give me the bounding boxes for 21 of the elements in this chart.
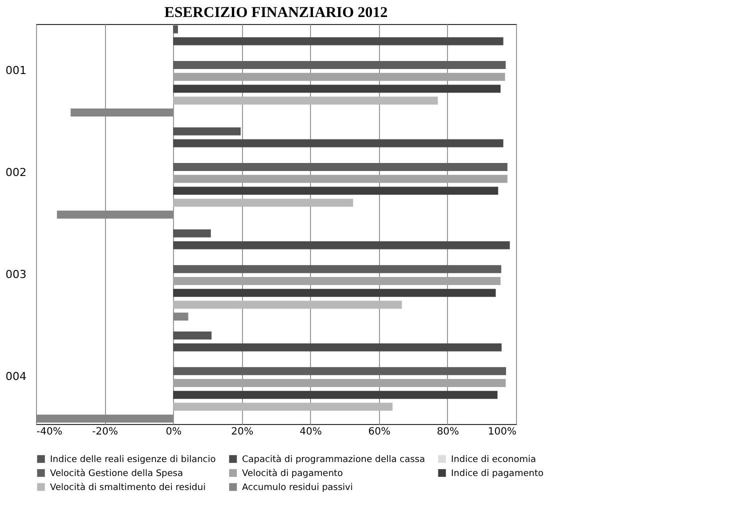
legend-label: Velocità di smaltimento dei residui bbox=[50, 482, 206, 493]
y-tick-label: 001 bbox=[6, 64, 26, 77]
x-tick-label: 20% bbox=[231, 426, 254, 438]
legend-label: Capacità di programmazione della cassa bbox=[242, 454, 425, 465]
legend-label: Indice di pagamento bbox=[451, 469, 544, 479]
x-tick-label: 100% bbox=[488, 426, 516, 438]
x-tick-label: 40% bbox=[300, 426, 322, 438]
legend-label: Accumulo residui passivi bbox=[242, 483, 353, 493]
legend-label: Indice delle reali esigenze di bilancio bbox=[50, 455, 216, 465]
x-tick-label: 80% bbox=[436, 426, 460, 438]
x-tick-label: 0% bbox=[166, 426, 182, 438]
legend-label: Indice di economia bbox=[451, 455, 536, 465]
y-tick-label: 002 bbox=[6, 166, 26, 179]
x-tick-label: -40% bbox=[36, 426, 62, 438]
y-tick-label: 003 bbox=[6, 268, 26, 282]
chart-title: ESERCIZIO FINANZIARIO 2012 bbox=[164, 5, 388, 21]
y-tick-label: 004 bbox=[6, 370, 26, 384]
x-tick-label: 60% bbox=[368, 426, 390, 438]
legend-label: Velocità Gestione della Spesa bbox=[50, 468, 183, 479]
legend-label: Velocità di pagamento bbox=[242, 468, 344, 479]
x-tick-label: -20% bbox=[92, 426, 118, 438]
